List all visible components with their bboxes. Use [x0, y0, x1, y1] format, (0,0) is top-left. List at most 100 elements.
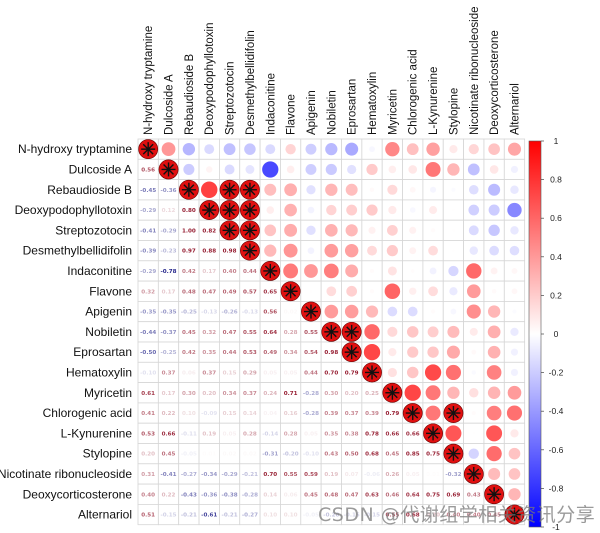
colorbar-tick-label: 0.2: [550, 290, 562, 300]
correlation-circle: [490, 267, 498, 275]
row-label: Desmethylbellidifolin: [23, 244, 132, 258]
correlation-value: 0.47: [202, 289, 216, 295]
correlation-circle: [387, 266, 397, 276]
correlation-circle: [309, 289, 313, 293]
column-label: Myricetin: [387, 89, 399, 135]
correlation-circle: [245, 165, 255, 174]
correlation-circle: [489, 165, 499, 174]
correlation-circle: [468, 184, 479, 195]
correlation-circle: [510, 348, 519, 356]
colorbar-tick-label: -0.6: [549, 445, 564, 455]
correlation-value: 0.22: [162, 411, 176, 417]
correlation-circle: [506, 405, 523, 421]
significance-star-icon: [242, 223, 257, 238]
correlation-circle: [323, 263, 339, 279]
row-label: Chlorogenic acid: [43, 406, 132, 420]
correlation-circle: [285, 143, 296, 155]
correlation-value: 0.43: [324, 452, 338, 458]
correlation-value: 0.70: [263, 472, 277, 478]
correlation-circle: [486, 446, 502, 462]
row-label: L-Kynurenine: [61, 426, 133, 440]
correlation-circle: [200, 181, 218, 198]
correlation-circle: [409, 226, 417, 234]
correlation-circle: [264, 183, 277, 196]
row-label: Deoxycorticosterone: [23, 487, 133, 501]
correlation-circle: [510, 185, 519, 194]
correlation-circle: [409, 186, 416, 193]
significance-star-icon: [466, 466, 481, 481]
correlation-value: -0.26: [222, 310, 238, 316]
correlation-value: 0.05: [406, 472, 420, 478]
correlation-value: 0.14: [263, 492, 277, 498]
correlation-value: 0.02: [284, 310, 298, 316]
row-label: Flavone: [89, 284, 132, 298]
correlation-value: 0.79: [385, 411, 399, 417]
correlation-value: 0.07: [345, 472, 359, 478]
correlation-value: 0.68: [365, 452, 379, 458]
correlation-circle: [431, 228, 436, 233]
correlation-circle: [471, 349, 477, 355]
column-label: L-Kynurenine: [428, 67, 440, 135]
correlation-circle: [410, 269, 415, 273]
correlation-circle: [487, 305, 501, 318]
correlation-value: 0.70: [324, 370, 338, 376]
correlation-value: 0.34: [284, 350, 298, 356]
correlation-circle: [446, 345, 460, 359]
correlation-value: -0.20: [283, 452, 299, 458]
correlation-value: 0.46: [385, 492, 399, 498]
significance-star-icon: [242, 182, 257, 197]
correlation-circle: [486, 405, 502, 421]
correlation-circle: [468, 448, 479, 459]
correlation-value: -0.05: [303, 513, 319, 519]
colorbar-tick-label: -1: [552, 522, 560, 532]
correlation-value: 0.15: [223, 370, 237, 376]
correlation-value: 0.20: [202, 391, 216, 397]
correlation-value: 0.05: [263, 370, 277, 376]
correlation-value: 0.45: [182, 330, 196, 336]
correlation-circle: [306, 185, 316, 195]
correlation-value: -0.32: [445, 472, 461, 478]
correlation-circle: [452, 229, 455, 232]
row-label: Deoxypodophyllotoxin: [15, 203, 132, 217]
correlation-circle: [487, 345, 501, 359]
correlation-circle: [508, 447, 521, 460]
correlation-value: 0.32: [202, 330, 216, 336]
correlation-circle: [507, 385, 522, 400]
correlation-circle: [387, 367, 397, 378]
colorbar-tick-label: -0.4: [549, 406, 564, 416]
correlation-value: 0.40: [141, 492, 155, 498]
correlation-circle: [486, 365, 502, 380]
correlation-circle: [387, 326, 398, 337]
correlation-value: 0.22: [162, 492, 176, 498]
correlation-circle: [491, 288, 497, 294]
column-label: Streptozotocin: [225, 61, 237, 135]
column-label: Hematoxylin: [367, 72, 379, 135]
correlation-value: 0.51: [141, 513, 155, 519]
correlation-value: 0.97: [182, 249, 196, 255]
correlation-circle: [262, 161, 279, 178]
correlation-value: 0.20: [345, 391, 359, 397]
correlation-circle: [384, 283, 401, 300]
correlation-value: 0.06: [284, 492, 298, 498]
correlation-value: -0.10: [303, 452, 319, 458]
correlation-value: -0.13: [242, 310, 258, 316]
correlation-circle: [509, 245, 520, 256]
correlation-circle: [428, 286, 438, 297]
row-label: N-hydroxy tryptamine: [18, 142, 132, 156]
correlation-value: 0.10: [182, 411, 196, 417]
correlation-value: 0.66: [406, 431, 420, 437]
significance-star-icon: [161, 162, 176, 177]
correlation-circle: [305, 164, 317, 175]
correlation-value: 0.55: [284, 472, 298, 478]
correlation-value: 0.42: [182, 269, 196, 275]
correlation-circle: [407, 346, 419, 358]
correlation-value: 0.35: [202, 350, 216, 356]
correlation-value: 0.01: [426, 472, 440, 478]
correlation-value: -0.21: [181, 513, 197, 519]
correlation-circle: [307, 247, 315, 254]
correlation-value: 0.05: [284, 370, 298, 376]
correlation-value: 0.55: [385, 513, 399, 519]
correlation-value: -0.10: [140, 370, 156, 376]
significance-star-icon: [283, 284, 298, 299]
row-label: Dulcoside A: [69, 162, 132, 176]
